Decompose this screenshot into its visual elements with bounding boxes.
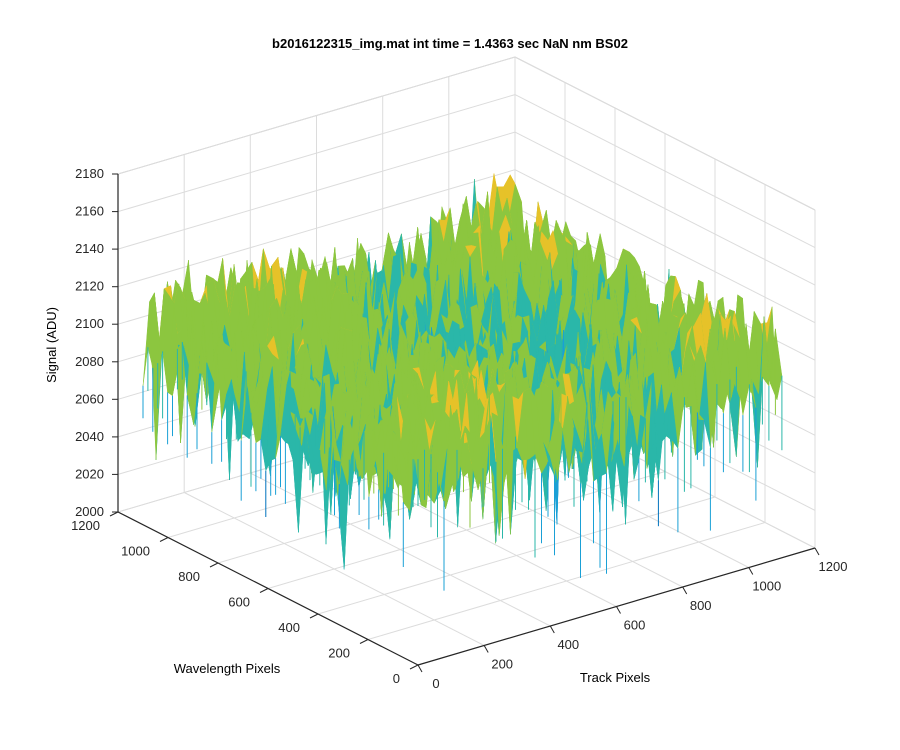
tick-labels: 0 200 400 600 800 1000 1200 0 200 400 600 800 1000 12…: [71, 166, 847, 691]
y-tick-label: 0: [393, 671, 400, 686]
grid-line: [514, 94, 816, 249]
z-tick-label: 2040: [75, 429, 104, 444]
y-tick-label: 400: [278, 620, 300, 635]
grid-line: [514, 56, 816, 211]
z-tick-label: 2100: [75, 316, 104, 331]
y-tick: [309, 613, 319, 619]
z-tick-label: 2060: [75, 391, 104, 406]
surface-patch: [412, 437, 425, 460]
y-tick: [259, 588, 269, 593]
x-tick-label: 1200: [819, 559, 848, 574]
x-tick: [549, 625, 555, 634]
z-axis-label: Signal (ADU): [44, 307, 59, 383]
y-tick: [209, 562, 219, 568]
x-tick-label: 200: [491, 657, 513, 672]
z-tick-label: 2020: [75, 466, 104, 481]
grid-line: [117, 131, 516, 250]
y-tick-label: 600: [228, 595, 250, 610]
y-tick-label: 800: [178, 569, 200, 584]
z-tick-label: 2160: [75, 204, 104, 219]
grid-line: [514, 131, 816, 286]
y-axis-label: Wavelength Pixels: [174, 661, 281, 676]
y-tick-label: 1000: [121, 544, 150, 559]
x-tick-label: 600: [624, 618, 646, 633]
x-tick-label: 1000: [752, 579, 781, 594]
axis-lines: [109, 173, 820, 673]
grid-line: [117, 94, 516, 213]
x-tick-label: 400: [557, 637, 579, 652]
y-tick: [409, 664, 419, 670]
grid-line: [183, 492, 485, 646]
z-tick-label: 2140: [75, 241, 104, 256]
z-tick-label: 2180: [75, 166, 104, 181]
y-tick: [359, 639, 369, 644]
grid-line: [117, 169, 516, 288]
chart-title: b2016122315_img.mat int time = 1.4363 se…: [272, 36, 628, 51]
x-tick-label: 800: [690, 598, 712, 613]
z-tick-label: 2080: [75, 354, 104, 369]
x-tick: [417, 664, 423, 673]
y-tick-label: 1200: [71, 518, 100, 533]
grid-line: [117, 56, 516, 175]
z-tick-label: 2000: [75, 504, 104, 519]
surface-mesh: [142, 173, 783, 591]
x-tick: [483, 645, 489, 653]
x-tick: [814, 547, 820, 556]
z-tick-label: 2120: [75, 279, 104, 294]
x-axis-label: Track Pixels: [580, 670, 651, 685]
grid-line: [316, 453, 617, 607]
grid-line: [514, 169, 816, 324]
x-tick: [682, 586, 688, 595]
y-tick-label: 200: [328, 646, 350, 661]
x-tick-label: 0: [432, 676, 439, 691]
y-tick: [109, 511, 119, 517]
x-tick: [748, 567, 754, 575]
y-tick: [159, 537, 169, 542]
x-tick: [616, 606, 621, 614]
